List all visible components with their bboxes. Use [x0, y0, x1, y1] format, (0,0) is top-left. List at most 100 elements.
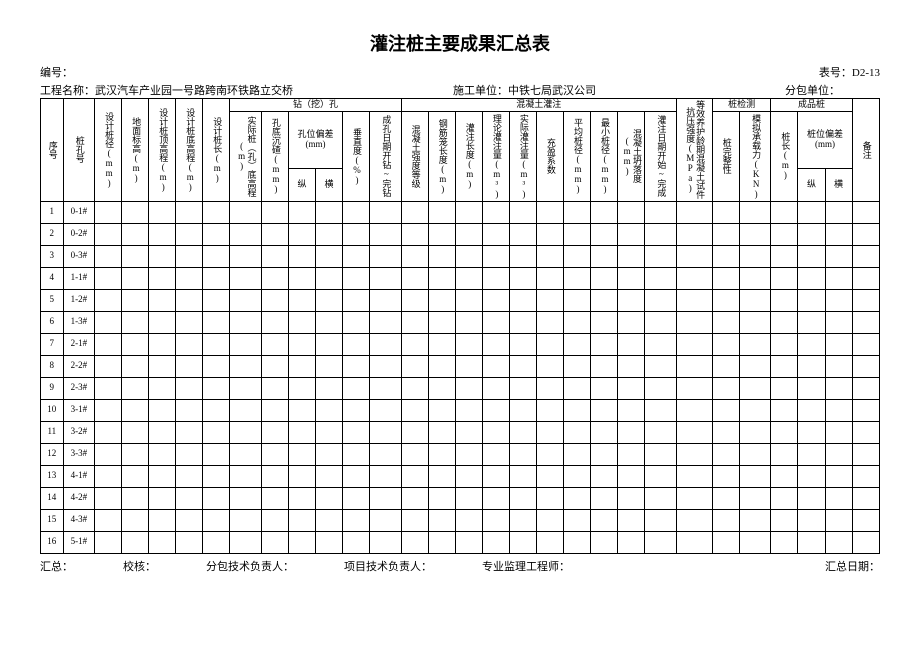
cell-empty [536, 267, 563, 289]
col-c19: 充盈系数 [536, 111, 563, 201]
cell-empty [288, 267, 315, 289]
cell-empty [676, 201, 712, 223]
cell-empty [230, 245, 262, 267]
cell-pileid: 4-3# [63, 509, 95, 531]
cell-empty [316, 267, 343, 289]
cell-empty [149, 311, 176, 333]
grp-finished: 成品桩 [771, 99, 852, 112]
cell-empty [482, 443, 509, 465]
cell-empty [176, 443, 203, 465]
cell-empty [261, 201, 288, 223]
cell-empty [563, 201, 590, 223]
cell-pileid: 1-3# [63, 311, 95, 333]
cell-empty [288, 333, 315, 355]
col-c24: 等效养护龄期混凝土试件抗压强度(MPa) [676, 99, 712, 202]
cell-empty [618, 223, 645, 245]
cell-empty [230, 531, 262, 553]
cell-empty [482, 289, 509, 311]
cell-empty [288, 289, 315, 311]
grp-test: 桩检测 [712, 99, 771, 112]
cell-empty [370, 311, 402, 333]
col-holedev-h: 横 [316, 169, 343, 202]
cell-empty [428, 311, 455, 333]
cell-empty [288, 509, 315, 531]
cell-empty [455, 399, 482, 421]
cell-empty [203, 311, 230, 333]
cell-empty [230, 399, 262, 421]
cell-empty [122, 289, 149, 311]
table-row: 103-1# [41, 399, 880, 421]
cell-empty [370, 465, 402, 487]
cell-empty [825, 201, 852, 223]
cell-empty [428, 289, 455, 311]
cell-empty [370, 289, 402, 311]
cell-empty [482, 509, 509, 531]
cell-empty [230, 311, 262, 333]
cell-empty [798, 399, 825, 421]
cell-seq: 9 [41, 377, 64, 399]
cell-empty [230, 223, 262, 245]
cell-empty [95, 355, 122, 377]
cell-empty [739, 333, 771, 355]
cell-empty [739, 465, 771, 487]
cell-empty [176, 311, 203, 333]
cell-pileid: 3-1# [63, 399, 95, 421]
cell-empty [563, 311, 590, 333]
cell-empty [509, 531, 536, 553]
cell-empty [482, 355, 509, 377]
cell-empty [428, 421, 455, 443]
cell-seq: 4 [41, 267, 64, 289]
cell-empty [261, 443, 288, 465]
project: 工程名称：武汉汽车产业园一号路跨南环铁路立交桥 [40, 82, 293, 98]
cell-seq: 11 [41, 421, 64, 443]
cell-empty [95, 201, 122, 223]
cell-empty [95, 465, 122, 487]
cell-empty [176, 509, 203, 531]
cell-empty [176, 531, 203, 553]
cell-empty [370, 377, 402, 399]
cell-empty [563, 399, 590, 421]
cell-seq: 5 [41, 289, 64, 311]
cell-empty [230, 509, 262, 531]
cell-empty [509, 267, 536, 289]
col-c18: 实际灌注量(m³) [509, 111, 536, 201]
cell-pileid: 4-2# [63, 487, 95, 509]
cell-empty [230, 267, 262, 289]
cell-pileid: 1-1# [63, 267, 95, 289]
cell-empty [645, 289, 677, 311]
cell-empty [591, 355, 618, 377]
cell-empty [95, 333, 122, 355]
cell-empty [176, 399, 203, 421]
cell-empty [261, 487, 288, 509]
col-c6: 设计桩底高程(m) [176, 99, 203, 202]
cell-empty [771, 487, 798, 509]
cell-empty [771, 509, 798, 531]
cell-empty [122, 377, 149, 399]
col-c9: 孔底沉碴(mm) [261, 111, 288, 201]
cell-empty [798, 355, 825, 377]
cell-empty [455, 443, 482, 465]
cell-empty [176, 223, 203, 245]
cell-empty [739, 267, 771, 289]
cell-empty [203, 487, 230, 509]
cell-empty [739, 487, 771, 509]
cell-empty [676, 531, 712, 553]
cell-empty [825, 267, 852, 289]
cell-empty [712, 333, 739, 355]
cell-empty [455, 421, 482, 443]
cell-empty [316, 311, 343, 333]
cell-empty [712, 443, 739, 465]
table-row: 123-3# [41, 443, 880, 465]
cell-empty [852, 333, 879, 355]
cell-empty [825, 421, 852, 443]
table-row: 134-1# [41, 465, 880, 487]
cell-empty [95, 399, 122, 421]
bianhao: 编号： [40, 64, 73, 80]
cell-empty [591, 333, 618, 355]
cell-empty [509, 289, 536, 311]
cell-empty [563, 289, 590, 311]
cell-empty [122, 399, 149, 421]
cell-empty [852, 531, 879, 553]
cell-empty [618, 509, 645, 531]
cell-empty [798, 333, 825, 355]
